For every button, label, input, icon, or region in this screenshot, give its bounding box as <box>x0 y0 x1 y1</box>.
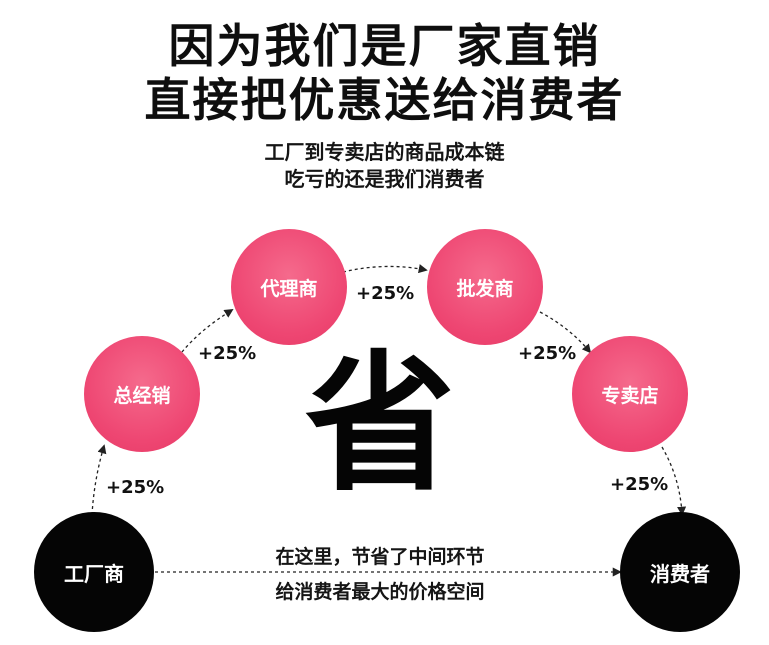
node-agent: 代理商 <box>231 229 347 345</box>
subtitle-line-1: 工厂到专卖店的商品成本链 <box>264 140 505 164</box>
node-store: 专卖店 <box>572 336 688 452</box>
node-general-distributor: 总经销 <box>84 336 200 452</box>
subtitle-line-2: 吃亏的还是我们消费者 <box>284 167 485 191</box>
arrow-distributor-to-agent <box>181 309 234 353</box>
savings-note-line-1: 在这里，节省了中间环节 <box>275 546 485 568</box>
node-wholesaler: 批发商 <box>427 229 543 345</box>
savings-note-line-2: 给消费者最大的价格空间 <box>275 581 485 603</box>
node-consumer: 消费者 <box>620 512 740 632</box>
headline-line-1: 因为我们是厂家直销 <box>168 19 601 73</box>
markup-factory-to-distributor: +25% <box>106 477 165 498</box>
save-character: 省 <box>305 338 456 512</box>
markup-wholesaler-to-store: +25% <box>518 343 577 364</box>
arrow-agent-to-wholesaler <box>342 264 428 274</box>
node-factory: 工厂商 <box>34 512 154 632</box>
arrow-store-to-consumer <box>661 446 687 516</box>
markup-agent-to-wholesaler: +25% <box>356 283 415 304</box>
markup-store-to-consumer: +25% <box>610 474 669 495</box>
arrow-factory-to-distributor <box>91 444 107 516</box>
markup-distributor-to-agent: +25% <box>198 343 257 364</box>
arrow-wholesaler-to-store <box>539 311 592 354</box>
headline-line-2: 直接把优惠送给消费者 <box>144 73 625 127</box>
